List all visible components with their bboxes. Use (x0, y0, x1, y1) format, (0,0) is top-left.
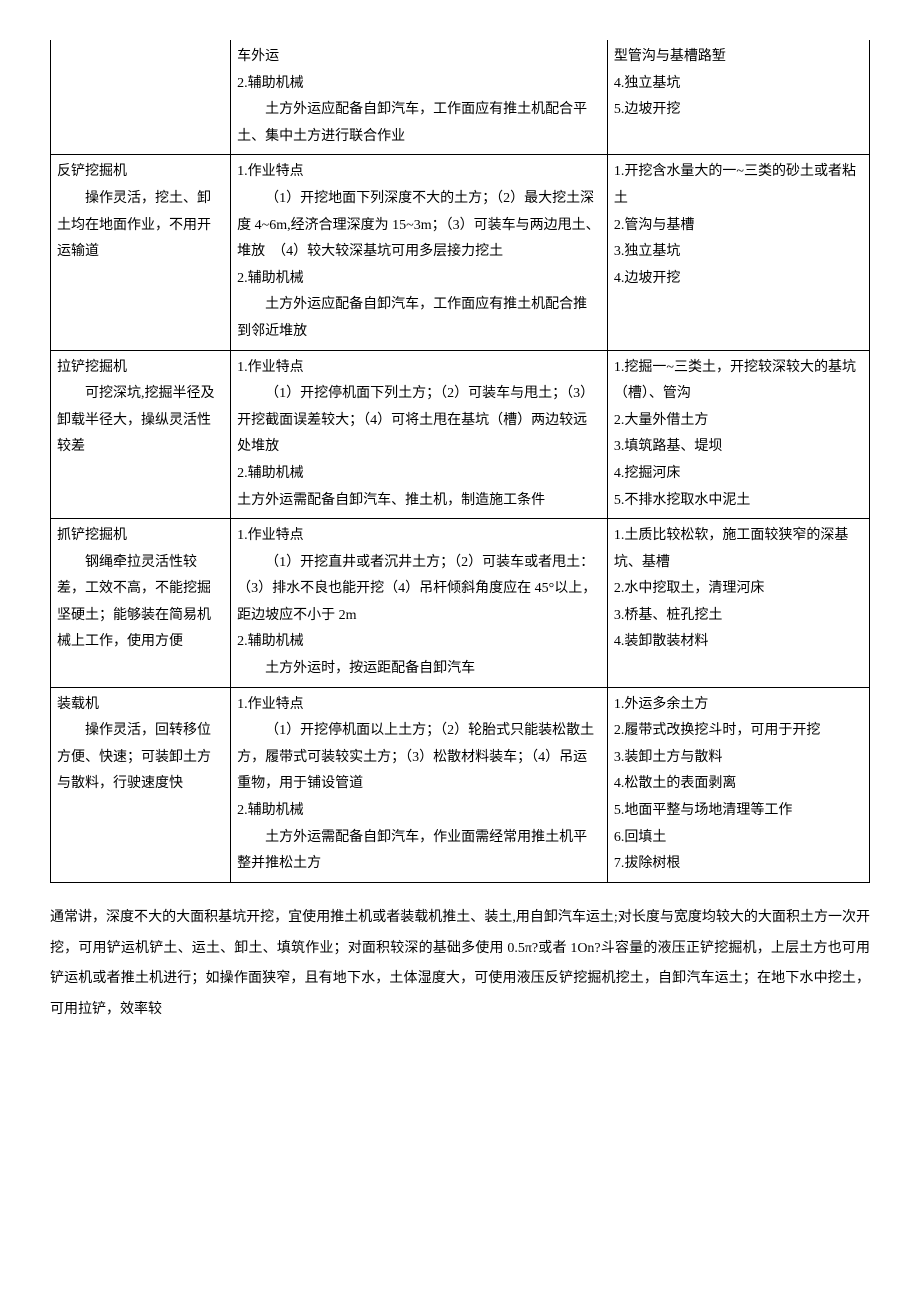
summary-paragraph: 通常讲，深度不大的大面积基坑开挖，宜使用推土机或者装载机推土、装土,用自卸汽车运… (50, 903, 870, 1026)
operation-features-cell: 1.作业特点（1）开挖直井或者沉井土方；（2）可装车或者甩土：（3）排水不良也能… (231, 519, 608, 688)
equipment-name-cell: 拉铲挖掘机可挖深坑,挖掘半径及卸载半径大，操纵灵活性较差 (51, 350, 231, 519)
application-cell: 1.土质比较松软，施工面较狭窄的深基坑、基槽2.水中挖取土，清理河床3.桥基、桩… (607, 519, 869, 688)
application-cell: 1.挖掘一~三类土，开挖较深较大的基坑（槽）、管沟2.大量外借土方3.填筑路基、… (607, 350, 869, 519)
equipment-name-cell: 装载机操作灵活，回转移位方便、快速；可装卸土方与散料，行驶速度快 (51, 687, 231, 882)
equipment-name-cell: 抓铲挖掘机钢绳牵拉灵活性较差，工效不高，不能挖掘坚硬土；能够装在简易机械上工作，… (51, 519, 231, 688)
table-row: 装载机操作灵活，回转移位方便、快速；可装卸土方与散料，行驶速度快1.作业特点（1… (51, 687, 870, 882)
application-cell: 型管沟与基槽路堑4.独立基坑5.边坡开挖 (607, 40, 869, 155)
table-row: 反铲挖掘机操作灵活，挖土、卸土均在地面作业，不用开运输道1.作业特点（1）开挖地… (51, 155, 870, 350)
operation-features-cell: 1.作业特点（1）开挖地面下列深度不大的土方；（2）最大挖土深度 4~6m,经济… (231, 155, 608, 350)
equipment-table: 车外运2.辅助机械土方外运应配备自卸汽车，工作面应有推土机配合平土、集中土方进行… (50, 40, 870, 883)
table-row: 抓铲挖掘机钢绳牵拉灵活性较差，工效不高，不能挖掘坚硬土；能够装在简易机械上工作，… (51, 519, 870, 688)
table-row: 拉铲挖掘机可挖深坑,挖掘半径及卸载半径大，操纵灵活性较差1.作业特点（1）开挖停… (51, 350, 870, 519)
operation-features-cell: 1.作业特点（1）开挖停机面下列土方；（2）可装车与甩土；（3）开挖截面误差较大… (231, 350, 608, 519)
operation-features-cell: 车外运2.辅助机械土方外运应配备自卸汽车，工作面应有推土机配合平土、集中土方进行… (231, 40, 608, 155)
equipment-name-cell: 反铲挖掘机操作灵活，挖土、卸土均在地面作业，不用开运输道 (51, 155, 231, 350)
operation-features-cell: 1.作业特点（1）开挖停机面以上土方；（2）轮胎式只能装松散土方，履带式可装较实… (231, 687, 608, 882)
equipment-name-cell (51, 40, 231, 155)
application-cell: 1.外运多余土方2.履带式改换挖斗时，可用于开挖3.装卸土方与散料4.松散土的表… (607, 687, 869, 882)
application-cell: 1.开挖含水量大的一~三类的砂土或者粘土2.管沟与基槽3.独立基坑4.边坡开挖 (607, 155, 869, 350)
table-row: 车外运2.辅助机械土方外运应配备自卸汽车，工作面应有推土机配合平土、集中土方进行… (51, 40, 870, 155)
